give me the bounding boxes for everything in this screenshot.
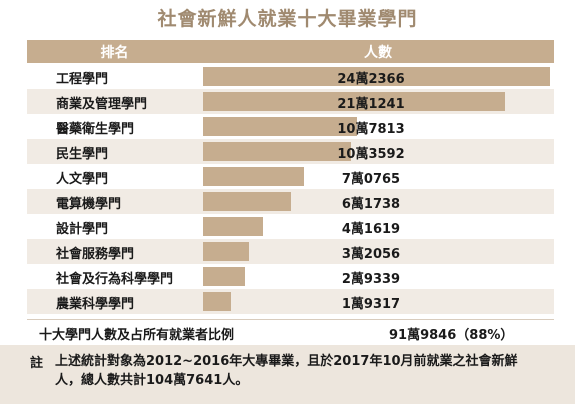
category-label: 社會及行為科學學門 bbox=[56, 272, 174, 287]
bar bbox=[203, 267, 245, 286]
category-label: 人文學門 bbox=[56, 172, 109, 187]
table-header: 排名 人數 bbox=[27, 40, 554, 63]
header-count: 人數 bbox=[364, 45, 392, 61]
value-label: 6萬1738 bbox=[341, 197, 401, 212]
bar-row: 工程學門 24萬2366 bbox=[27, 64, 554, 89]
category-label: 社會服務學門 bbox=[56, 247, 135, 262]
bar bbox=[203, 92, 505, 111]
value-label: 10萬7813 bbox=[337, 122, 405, 137]
bar-row: 醫藥衛生學門 10萬7813 bbox=[27, 114, 554, 139]
value-label: 7萬0765 bbox=[341, 172, 401, 187]
total-value: 91萬9846（88%） bbox=[389, 328, 514, 343]
bar bbox=[203, 67, 550, 86]
bar-row: 農業科學學門 1萬9317 bbox=[27, 289, 554, 314]
category-label: 農業科學學門 bbox=[56, 297, 135, 312]
value-label: 10萬3592 bbox=[337, 147, 405, 162]
bar bbox=[203, 242, 249, 261]
footnote: 註 上述統計對象為2012~2016年大專畢業，且於2017年10月前就業之社會… bbox=[0, 345, 575, 404]
total-row: 十大學門人數及占所有就業者比例 91萬9846（88%） bbox=[27, 319, 554, 344]
footnote-mark: 註 bbox=[30, 356, 44, 371]
value-label: 1萬9317 bbox=[341, 297, 401, 312]
bar-row: 民生學門 10萬3592 bbox=[27, 139, 554, 164]
bar-row: 社會及行為科學學門 2萬9339 bbox=[27, 264, 554, 289]
footnote-text: 上述統計對象為2012~2016年大專畢業，且於2017年10月前就業之社會新鮮… bbox=[55, 354, 518, 388]
category-label: 醫藥衛生學門 bbox=[56, 122, 135, 137]
header-rank: 排名 bbox=[100, 45, 129, 61]
category-label: 工程學門 bbox=[56, 72, 109, 87]
chart-title: 社會新鮮人就業十大畢業學門 bbox=[157, 8, 418, 30]
bar-row: 設計學門 4萬1619 bbox=[27, 214, 554, 239]
total-label: 十大學門人數及占所有就業者比例 bbox=[39, 328, 235, 343]
value-label: 2萬9339 bbox=[341, 272, 401, 287]
category-label: 民生學門 bbox=[56, 147, 109, 162]
value-label: 21萬1241 bbox=[337, 97, 405, 112]
value-label: 3萬2056 bbox=[341, 247, 401, 262]
bar-row: 社會服務學門 3萬2056 bbox=[27, 239, 554, 264]
bar bbox=[203, 217, 263, 236]
bar bbox=[203, 117, 357, 136]
bar bbox=[203, 142, 351, 161]
value-label: 24萬2366 bbox=[337, 72, 405, 87]
category-label: 商業及管理學門 bbox=[56, 97, 148, 112]
bar-row: 商業及管理學門 21萬1241 bbox=[27, 89, 554, 114]
bar bbox=[203, 292, 231, 311]
category-label: 設計學門 bbox=[56, 222, 109, 237]
category-label: 電算機學門 bbox=[56, 197, 122, 212]
value-label: 4萬1619 bbox=[341, 222, 401, 237]
bar bbox=[203, 192, 291, 211]
bar-row: 人文學門 7萬0765 bbox=[27, 164, 554, 189]
bar bbox=[203, 167, 304, 186]
bar-row: 電算機學門 6萬1738 bbox=[27, 189, 554, 214]
